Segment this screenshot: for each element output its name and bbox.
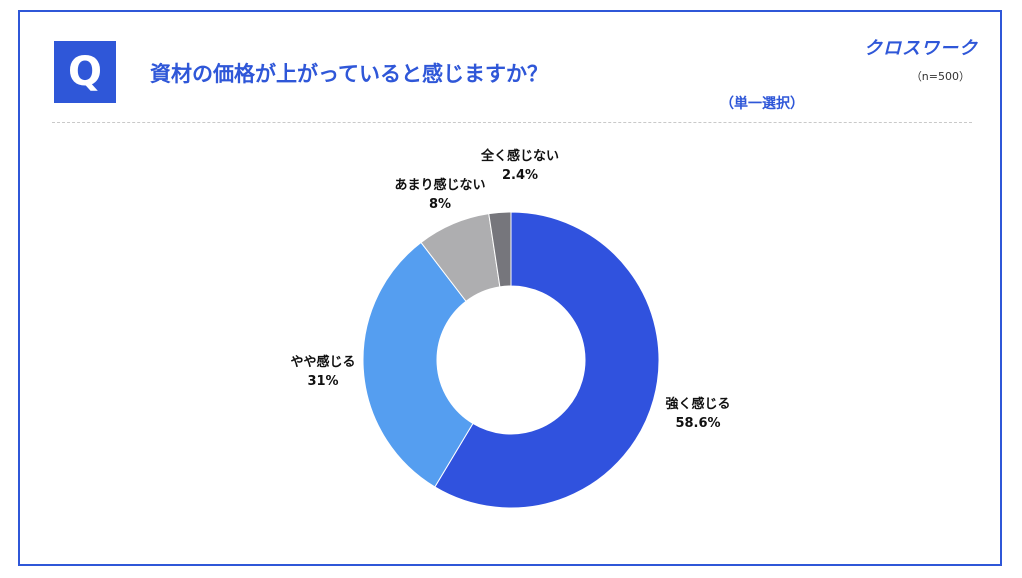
- question-badge: Q: [54, 41, 116, 103]
- label-not-at-all: 全く感じない: [480, 148, 559, 164]
- value-label-not-much: 8%: [429, 197, 451, 212]
- slice-not-at-all: [488, 211, 512, 288]
- label-strong: 強く感じる: [665, 396, 730, 412]
- question-title: 資材の価格が上がっていると感じますか？: [150, 62, 548, 86]
- card-frame: [18, 10, 1002, 566]
- value-label-not-at-all: 2.4%: [502, 168, 538, 183]
- brand-logo: クロスワーク: [864, 38, 978, 59]
- sample-size: （n=500）: [910, 70, 970, 83]
- label-not-much: あまり感じない: [394, 177, 485, 193]
- label-somewhat: やや感じる: [290, 354, 355, 370]
- value-label-somewhat: 31%: [307, 374, 338, 389]
- selection-type: （単一選択）: [720, 96, 804, 112]
- slice-strong: [434, 211, 660, 509]
- slice-somewhat: [362, 241, 474, 488]
- divider: [52, 122, 972, 123]
- value-label-strong: 58.6%: [675, 416, 720, 431]
